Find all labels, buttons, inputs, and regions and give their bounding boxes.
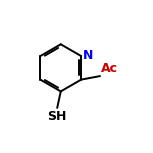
Text: SH: SH bbox=[48, 110, 67, 123]
Text: Ac: Ac bbox=[101, 62, 118, 75]
Text: N: N bbox=[83, 49, 93, 62]
